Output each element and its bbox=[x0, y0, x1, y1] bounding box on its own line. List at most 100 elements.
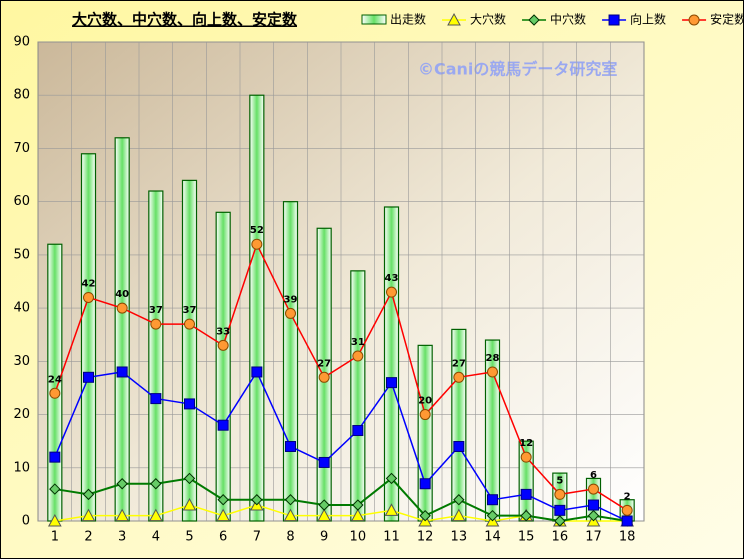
point bbox=[453, 371, 465, 383]
data-label: 39 bbox=[284, 294, 298, 305]
point bbox=[116, 302, 128, 314]
point bbox=[487, 494, 498, 506]
point bbox=[318, 371, 330, 383]
point bbox=[451, 508, 466, 522]
data-label: 6 bbox=[590, 470, 597, 481]
x-tick-label: 14 bbox=[484, 530, 501, 545]
point bbox=[554, 488, 566, 500]
point bbox=[554, 504, 566, 516]
y-tick-label: 90 bbox=[13, 35, 30, 50]
x-tick-label: 6 bbox=[219, 530, 227, 545]
bar bbox=[181, 179, 198, 522]
point bbox=[386, 377, 397, 389]
point bbox=[520, 488, 532, 500]
point bbox=[150, 393, 162, 405]
x-tick-label: 10 bbox=[350, 530, 367, 545]
point bbox=[83, 291, 94, 303]
x-tick-label: 4 bbox=[152, 530, 160, 545]
data-label: 5 bbox=[556, 475, 563, 486]
x-tick-label: 13 bbox=[451, 530, 468, 545]
point bbox=[588, 483, 599, 495]
point bbox=[386, 286, 397, 298]
point bbox=[588, 499, 599, 511]
point bbox=[352, 499, 364, 511]
point bbox=[520, 509, 532, 522]
x-tick-label: 17 bbox=[585, 530, 602, 545]
legend-label: 向上数 bbox=[630, 12, 666, 27]
point bbox=[554, 515, 566, 527]
x-tick-label: 16 bbox=[552, 530, 569, 545]
bar bbox=[350, 270, 366, 522]
point bbox=[284, 494, 297, 506]
point bbox=[81, 508, 96, 522]
bar bbox=[114, 137, 130, 522]
point bbox=[350, 508, 365, 522]
data-label: 40 bbox=[115, 289, 129, 300]
point bbox=[150, 478, 162, 490]
bar bbox=[383, 206, 400, 522]
point bbox=[115, 508, 130, 522]
point bbox=[453, 494, 465, 506]
y-tick-label: 0 bbox=[22, 514, 30, 529]
point bbox=[352, 425, 364, 437]
x-tick-label: 11 bbox=[383, 530, 400, 545]
line bbox=[54, 242, 628, 511]
x-tick-label: 18 bbox=[619, 530, 636, 545]
data-label: 20 bbox=[418, 396, 432, 407]
y-tick-label: 60 bbox=[13, 194, 30, 209]
point bbox=[217, 494, 229, 506]
point bbox=[183, 472, 196, 485]
point bbox=[384, 503, 399, 516]
x-tick-label: 1 bbox=[51, 530, 59, 545]
legend-marker bbox=[528, 14, 540, 26]
point bbox=[318, 456, 330, 468]
legend-swatch bbox=[361, 14, 387, 25]
point bbox=[49, 451, 61, 463]
data-label: 2 bbox=[624, 491, 631, 502]
point bbox=[621, 504, 633, 516]
point bbox=[47, 513, 62, 527]
y-tick-label: 70 bbox=[13, 141, 30, 156]
x-tick-label: 8 bbox=[286, 530, 294, 545]
legend-marker bbox=[447, 12, 461, 26]
point bbox=[184, 398, 195, 410]
point bbox=[148, 508, 163, 522]
point bbox=[251, 238, 263, 250]
point bbox=[217, 339, 229, 351]
data-label: 37 bbox=[149, 305, 163, 316]
y-tick-label: 20 bbox=[13, 407, 30, 422]
bar bbox=[148, 190, 164, 522]
data-label: 24 bbox=[48, 374, 62, 385]
watermark: ©Caniの競馬データ研究室 bbox=[418, 60, 617, 79]
point bbox=[419, 509, 431, 522]
bar bbox=[215, 211, 231, 522]
y-tick-label: 50 bbox=[13, 247, 30, 262]
y-tick-label: 10 bbox=[13, 460, 30, 475]
legend-label: 安定数 bbox=[710, 12, 744, 27]
bar bbox=[80, 153, 97, 522]
x-tick-label: 12 bbox=[417, 530, 434, 545]
point bbox=[453, 440, 465, 452]
point bbox=[116, 366, 128, 378]
point bbox=[385, 472, 398, 485]
point bbox=[82, 488, 95, 501]
legend-label: 大穴数 bbox=[470, 12, 506, 27]
point bbox=[251, 494, 263, 506]
data-label: 12 bbox=[519, 438, 533, 449]
data-label: 27 bbox=[452, 358, 466, 369]
y-tick-label: 30 bbox=[13, 354, 30, 369]
x-tick-label: 7 bbox=[253, 530, 261, 545]
x-tick-label: 3 bbox=[118, 530, 126, 545]
point bbox=[486, 509, 499, 522]
y-tick-label: 40 bbox=[13, 301, 30, 316]
point bbox=[49, 387, 61, 399]
x-tick-label: 15 bbox=[518, 530, 535, 545]
data-label: 33 bbox=[216, 326, 230, 337]
point bbox=[487, 366, 498, 378]
data-label: 27 bbox=[317, 358, 331, 369]
legend-label: 出走数 bbox=[390, 12, 426, 27]
x-tick-label: 5 bbox=[185, 530, 193, 545]
bar bbox=[282, 201, 299, 522]
